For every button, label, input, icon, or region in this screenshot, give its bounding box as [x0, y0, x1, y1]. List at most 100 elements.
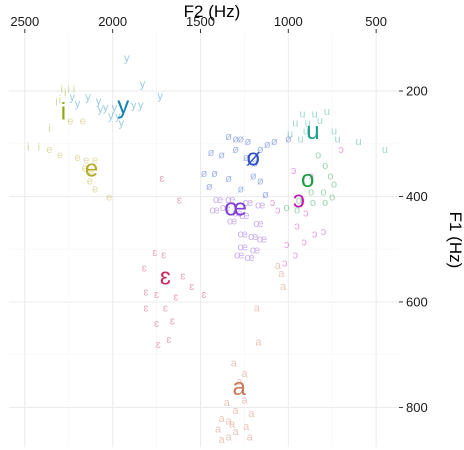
- vowel-token: ɛ: [166, 334, 171, 346]
- vowel-token: u: [356, 136, 362, 148]
- y-tick-label: 200: [406, 84, 428, 99]
- y-tick-label: 800: [406, 400, 428, 415]
- vowel-token: ɛ: [201, 289, 206, 301]
- vowel-token: ɛ: [170, 315, 175, 327]
- y-axis-title: F1 (Hz): [446, 212, 464, 269]
- vowel-token: ɔ: [275, 205, 281, 217]
- vowel-token: ø: [225, 173, 232, 185]
- vowel-token: i: [38, 141, 40, 153]
- vowel-token: e: [106, 192, 112, 204]
- vowel-centroid-label: ɔ: [293, 187, 305, 214]
- vowel-token: ɛ: [173, 292, 178, 304]
- vowel-token: ø: [271, 136, 278, 148]
- vowel-token: y: [124, 52, 130, 64]
- vowel-token: i: [48, 123, 50, 135]
- vowel-token: œ: [209, 205, 219, 217]
- vowel-token: ɔ: [293, 250, 299, 262]
- x-tick-label: 2000: [98, 14, 127, 29]
- vowel-centroid-label: œ: [224, 195, 247, 222]
- vowel-token: œ: [253, 218, 263, 230]
- vowel-centroid-label: a: [232, 374, 246, 401]
- y-tick-label: 600: [406, 294, 428, 309]
- vowel-token: ɛ: [152, 247, 157, 259]
- vowel-token: y: [140, 79, 146, 91]
- vowel-token: a: [231, 358, 238, 370]
- vowel-token: a: [233, 405, 240, 417]
- vowel-token: a: [224, 397, 231, 409]
- vowel-token: ø: [257, 176, 264, 188]
- x-tick-label: 2500: [10, 14, 39, 29]
- vowel-token: y: [157, 90, 163, 102]
- vowel-token: ɛ: [189, 281, 194, 293]
- vowel-token: ɛ: [180, 271, 185, 283]
- vowel-token: ɛ: [144, 286, 149, 298]
- vowel-token: a: [248, 408, 255, 420]
- vowel-token: ø: [201, 168, 208, 180]
- vowel-token: o: [315, 149, 321, 161]
- vowel-token: ɛ: [156, 339, 161, 351]
- vowel-token: ø: [206, 181, 213, 193]
- vowel-token: y: [98, 103, 104, 115]
- vowel-token: ø: [250, 170, 257, 182]
- vowel-token: ø: [225, 131, 232, 143]
- vowel-token: a: [278, 268, 285, 280]
- vowel-token: œ: [234, 250, 244, 262]
- vowel-token: a: [255, 337, 262, 349]
- vowel-centroid-label: ø: [246, 144, 261, 171]
- vowel-token: i: [55, 97, 57, 109]
- vowel-token: ɛ: [163, 302, 168, 314]
- vowel-token: u: [287, 128, 293, 140]
- vowel-token: o: [310, 197, 316, 209]
- vowel-token: a: [254, 302, 261, 314]
- y-tick-label: 400: [406, 189, 428, 204]
- vowel-centroid-label: ɛ: [160, 264, 171, 291]
- vowel-token: a: [226, 432, 233, 444]
- vowel-token: a: [280, 281, 287, 293]
- vowel-token: ɔ: [312, 228, 318, 240]
- vowel-centroid-label: y: [117, 92, 129, 119]
- vowel-token: ɔ: [301, 236, 307, 248]
- vowel-token: e: [57, 149, 63, 161]
- vowel-token: ɛ: [144, 302, 149, 314]
- vowel-token: ø: [264, 139, 271, 151]
- vowel-token: ø: [208, 147, 215, 159]
- vowel-token: y: [138, 99, 144, 111]
- vowel-token: ɛ: [142, 263, 147, 275]
- vowel-token: o: [322, 197, 328, 209]
- vowel-token: o: [331, 178, 337, 190]
- vowel-token: œ: [255, 199, 265, 211]
- vowel-centroid-label: u: [306, 118, 319, 145]
- vowel-token: œ: [244, 252, 254, 264]
- vowel-token: ɛ: [159, 173, 164, 185]
- vowel-token: ɔ: [291, 165, 297, 177]
- vowel-token: œ: [237, 228, 247, 240]
- vowel-token: ø: [218, 149, 225, 161]
- vowel-token: ø: [232, 144, 239, 156]
- vowel-token: ɛ: [154, 289, 159, 301]
- vowel-token: y: [131, 99, 137, 111]
- vowel-token: u: [382, 144, 388, 156]
- vowel-token: y: [85, 91, 91, 103]
- vowel-token: e: [92, 184, 98, 196]
- x-axis-title: F2 (Hz): [184, 2, 241, 21]
- vowel-token: i: [27, 141, 29, 153]
- vowel-token: e: [80, 116, 86, 128]
- vowel-token: ɛ: [154, 318, 159, 330]
- vowel-token: u: [298, 134, 304, 146]
- x-tick-label: 1000: [274, 14, 303, 29]
- vowel-token: ɛ: [177, 195, 182, 207]
- vowel-token: a: [219, 434, 226, 446]
- vowel-token: y: [108, 110, 114, 122]
- vowel-token: ø: [211, 168, 218, 180]
- x-tick-label: 500: [365, 14, 387, 29]
- vowel-token: ɔ: [294, 221, 300, 233]
- vowel-token: ɔ: [284, 239, 290, 251]
- vowel-token: ɛ: [161, 250, 166, 262]
- vowel-token: e: [67, 116, 73, 128]
- vowel-token: ɔ: [338, 144, 344, 156]
- vowel-token: u: [324, 106, 330, 118]
- vowel-centroid-label: e: [85, 156, 98, 183]
- vowel-token: o: [284, 202, 290, 214]
- vowel-token: ɔ: [321, 226, 327, 238]
